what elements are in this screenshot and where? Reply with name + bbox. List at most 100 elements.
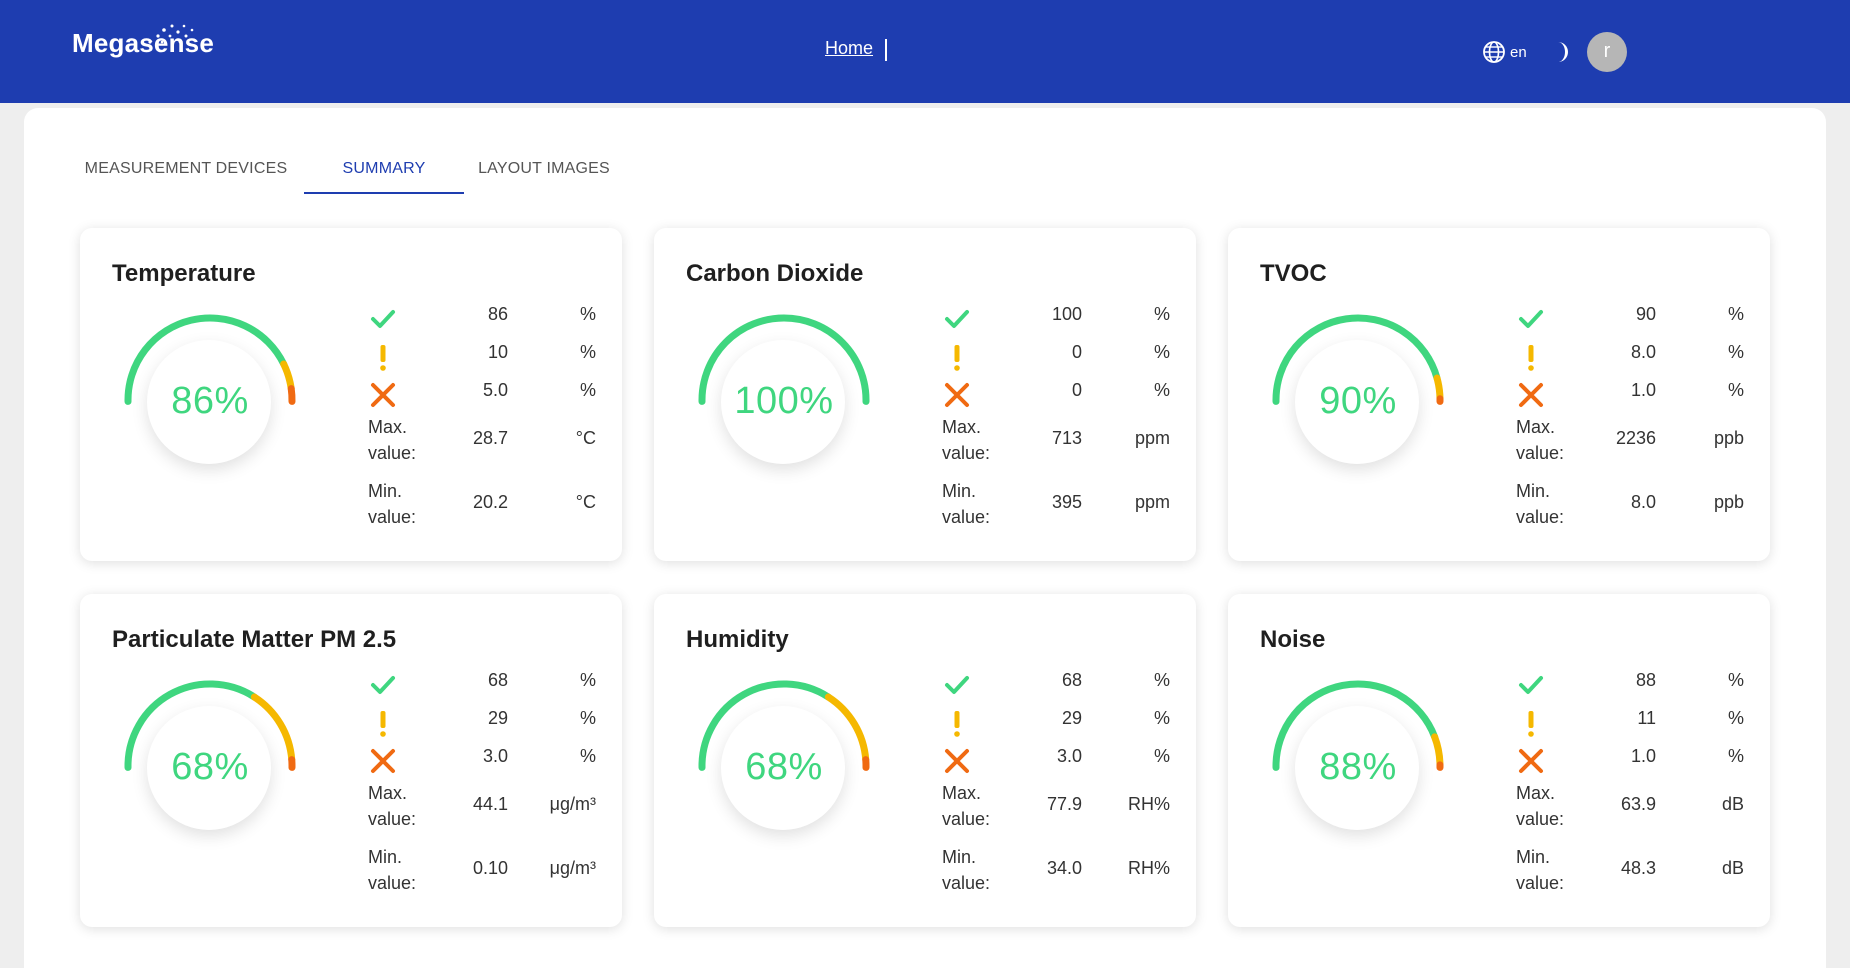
warning-exclamation-icon [368, 708, 398, 738]
metric-card-carbon-dioxide: Carbon Dioxide 100% 100 % 0 % 0 % [654, 228, 1196, 561]
stat-row-error: 1.0 % [1516, 742, 1746, 776]
stat-row-ok: 86 % [368, 300, 598, 334]
stat-row-min: Min. value: 8.0 ppb [1516, 478, 1746, 534]
metric-card-particulate-matter-pm-2-5: Particulate Matter PM 2.5 68% 68 % 29 % … [80, 594, 622, 927]
tab-measurement-devices[interactable]: MEASUREMENT DEVICES [68, 148, 304, 194]
stat-row-min: Min. value: 0.10 μg/m³ [368, 844, 598, 900]
min-label-line2: value: [942, 504, 990, 530]
stat-value-max: 77.9 [1047, 794, 1082, 815]
stat-unit-warning: % [538, 342, 596, 363]
dark-mode-toggle-icon[interactable] [1549, 40, 1573, 64]
error-x-icon [1516, 380, 1546, 410]
warning-exclamation-icon [1516, 708, 1546, 738]
stat-value-error: 1.0 [1631, 380, 1656, 401]
checkmark-icon [368, 670, 398, 700]
megasense-logo[interactable]: Megasense [72, 28, 214, 59]
stat-value-warning: 11 [1637, 708, 1656, 729]
metric-card-temperature: Temperature 86% 86 % 10 % 5.0 % [80, 228, 622, 561]
stat-row-error: 3.0 % [942, 742, 1172, 776]
stat-row-warning: 29 % [368, 704, 598, 738]
stat-unit-ok: % [1112, 304, 1170, 325]
stat-unit-min: RH% [1112, 858, 1170, 879]
stat-value-warning: 29 [1062, 708, 1082, 729]
stat-unit-ok: % [538, 304, 596, 325]
error-x-icon [942, 746, 972, 776]
error-x-icon [368, 746, 398, 776]
stat-value-ok: 100 [1052, 304, 1082, 325]
tab-layout-images[interactable]: LAYOUT IMAGES [464, 148, 624, 194]
min-label-line1: Min. [942, 844, 990, 870]
max-label-line2: value: [942, 806, 990, 832]
stat-value-max: 44.1 [473, 794, 508, 815]
max-label-line1: Max. [942, 414, 990, 440]
stat-unit-min: °C [538, 492, 596, 513]
nav-home-link[interactable]: Home [825, 38, 873, 59]
max-value-label: Max. value: [368, 780, 416, 832]
stat-row-max: Max. value: 63.9 dB [1516, 780, 1746, 836]
nav-divider [885, 39, 887, 61]
user-avatar[interactable]: r [1587, 32, 1627, 72]
stat-unit-max: ppb [1686, 428, 1744, 449]
stat-unit-ok: % [1686, 670, 1744, 691]
stat-value-ok: 68 [1062, 670, 1082, 691]
stat-row-min: Min. value: 48.3 dB [1516, 844, 1746, 900]
stat-row-error: 0 % [942, 376, 1172, 410]
stat-row-ok: 68 % [942, 666, 1172, 700]
stat-unit-warning: % [1686, 342, 1744, 363]
stat-row-min: Min. value: 395 ppm [942, 478, 1172, 534]
stat-value-max: 713 [1052, 428, 1082, 449]
card-title: Temperature [112, 260, 256, 288]
gauge: 68% [694, 670, 874, 840]
stat-value-error: 1.0 [1631, 746, 1656, 767]
error-x-icon [1516, 746, 1546, 776]
checkmark-icon [1516, 304, 1546, 334]
language-code: en [1510, 44, 1527, 61]
stat-value-warning: 10 [488, 342, 508, 363]
max-value-label: Max. value: [942, 414, 990, 466]
stat-unit-error: % [1112, 746, 1170, 767]
stat-unit-max: dB [1686, 794, 1744, 815]
language-selector[interactable]: en [1482, 40, 1527, 64]
stat-value-max: 28.7 [473, 428, 508, 449]
tab-bar: MEASUREMENT DEVICES SUMMARY LAYOUT IMAGE… [68, 148, 624, 194]
stat-unit-error: % [1112, 380, 1170, 401]
metric-card-humidity: Humidity 68% 68 % 29 % 3.0 % [654, 594, 1196, 927]
stat-value-warning: 29 [488, 708, 508, 729]
stat-value-max: 63.9 [1621, 794, 1656, 815]
error-x-icon [942, 380, 972, 410]
stat-row-max: Max. value: 77.9 RH% [942, 780, 1172, 836]
stat-unit-error: % [1686, 746, 1744, 767]
max-label-line1: Max. [942, 780, 990, 806]
stat-unit-max: μg/m³ [538, 794, 596, 815]
tab-summary[interactable]: SUMMARY [304, 148, 464, 194]
max-label-line1: Max. [368, 780, 416, 806]
checkmark-icon [942, 670, 972, 700]
stat-row-error: 1.0 % [1516, 376, 1746, 410]
warning-exclamation-icon [368, 342, 398, 372]
min-value-label: Min. value: [368, 478, 416, 530]
min-label-line2: value: [1516, 870, 1564, 896]
min-label-line1: Min. [942, 478, 990, 504]
min-label-line2: value: [368, 870, 416, 896]
checkmark-icon [1516, 670, 1546, 700]
metric-card-noise: Noise 88% 88 % 11 % 1.0 % [1228, 594, 1770, 927]
max-label-line1: Max. [1516, 780, 1564, 806]
stat-value-max: 2236 [1616, 428, 1656, 449]
stat-row-ok: 68 % [368, 666, 598, 700]
stat-unit-warning: % [1112, 342, 1170, 363]
min-value-label: Min. value: [368, 844, 416, 896]
max-label-line1: Max. [368, 414, 416, 440]
stat-row-ok: 90 % [1516, 300, 1746, 334]
stat-unit-max: °C [538, 428, 596, 449]
min-label-line1: Min. [1516, 844, 1564, 870]
stat-row-min: Min. value: 34.0 RH% [942, 844, 1172, 900]
stat-unit-min: ppb [1686, 492, 1744, 513]
max-label-line2: value: [1516, 806, 1564, 832]
stat-row-max: Max. value: 44.1 μg/m³ [368, 780, 598, 836]
stat-value-error: 0 [1072, 380, 1082, 401]
card-title: Carbon Dioxide [686, 260, 863, 288]
stat-row-error: 3.0 % [368, 742, 598, 776]
stat-value-ok: 86 [488, 304, 508, 325]
max-value-label: Max. value: [942, 780, 990, 832]
stat-row-warning: 10 % [368, 338, 598, 372]
